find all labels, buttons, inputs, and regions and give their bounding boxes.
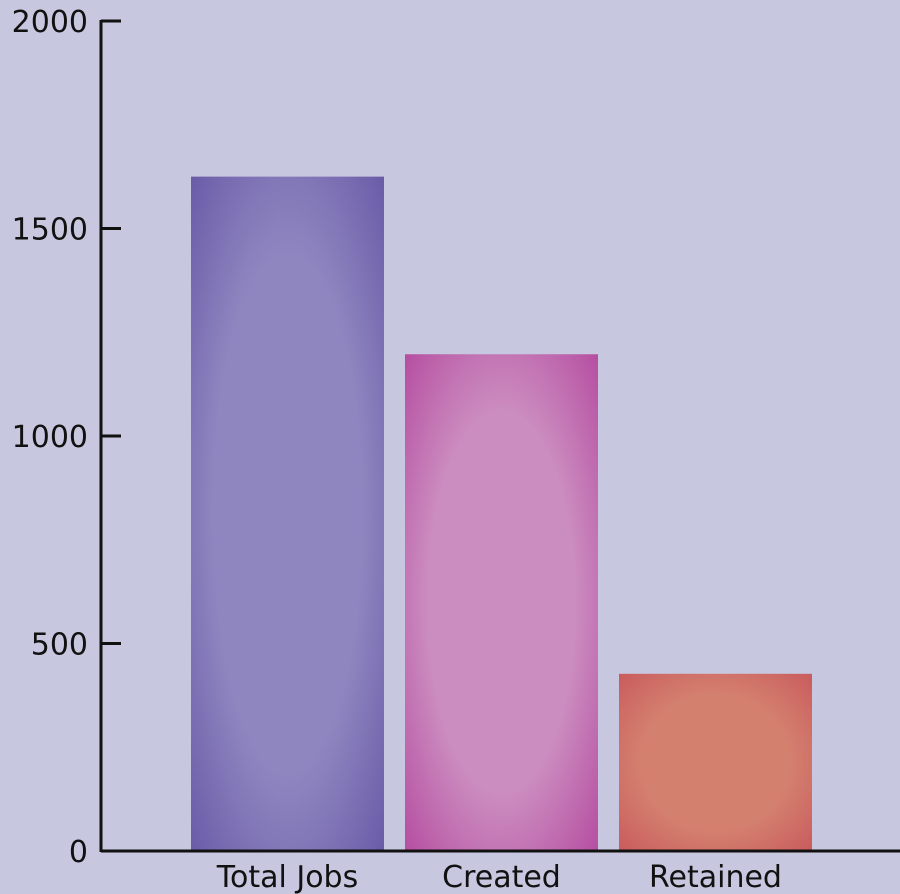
- bars-group: [191, 176, 812, 851]
- axes-group: [99, 19, 900, 853]
- y-tick-label: 0: [69, 835, 88, 870]
- x-tick-label: Created: [442, 860, 561, 894]
- bar-total-jobs: [191, 176, 384, 851]
- y-tick-label: 1500: [12, 213, 88, 248]
- y-tick-label: 1000: [12, 420, 88, 455]
- y-tick-label: 2000: [12, 5, 88, 40]
- y-tick-label: 500: [31, 628, 88, 663]
- x-tick-label: Retained: [649, 860, 782, 894]
- labels-group: Total Jobs Created Retained 0 500 1000 1500 200…: [12, 5, 782, 894]
- bar-retained: [619, 673, 812, 851]
- x-tick-label: Total Jobs: [216, 860, 358, 894]
- bar-created: [405, 354, 598, 851]
